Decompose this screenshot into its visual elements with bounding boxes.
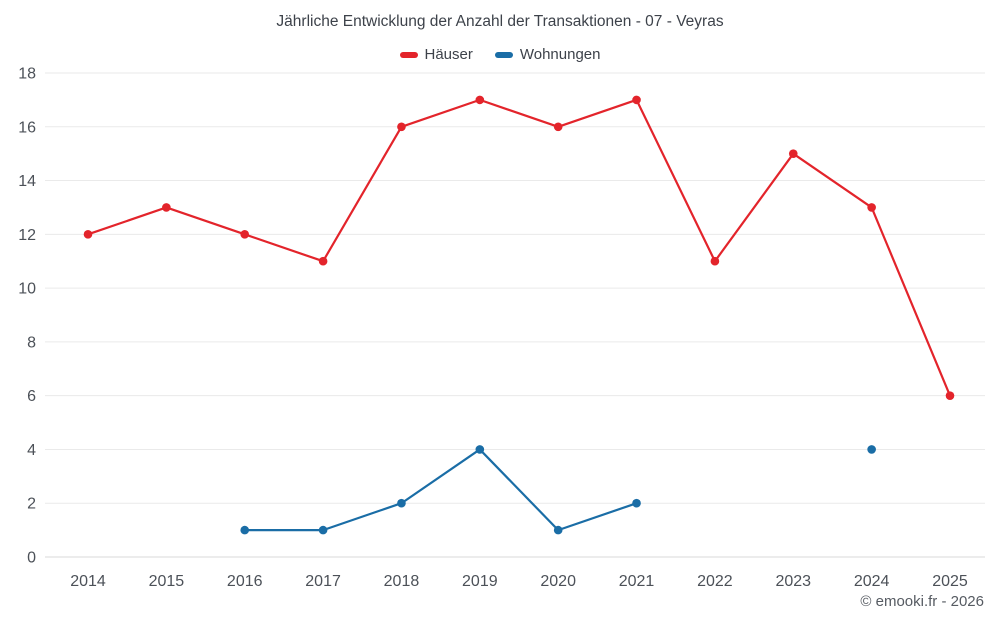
x-tick-label: 2017	[305, 573, 341, 590]
x-tick-label: 2021	[619, 573, 655, 590]
data-point-marker	[397, 498, 406, 508]
legend-swatch-icon	[494, 51, 513, 58]
legend-swatch-icon	[399, 51, 418, 58]
chart-legend: Häuser Wohnungen	[0, 46, 1000, 63]
data-point-marker	[240, 525, 250, 535]
y-tick-label: 0	[27, 550, 36, 567]
legend-label: Häuser	[424, 46, 473, 63]
legend-item-wohnungen[interactable]: Wohnungen	[494, 46, 601, 63]
data-point-marker	[475, 445, 485, 454]
x-tick-label: 2024	[854, 573, 890, 590]
data-point-marker	[162, 203, 171, 212]
y-tick-label: 18	[18, 66, 36, 83]
x-tick-label: 2025	[932, 573, 968, 590]
series-line-1	[243, 448, 638, 532]
y-tick-label: 14	[18, 173, 36, 190]
data-point-marker	[632, 498, 641, 508]
x-tick-label: 2023	[775, 573, 811, 590]
series-line-0	[86, 98, 952, 397]
data-point-marker	[553, 525, 563, 535]
y-tick-label: 16	[18, 119, 36, 136]
legend-item-hauser[interactable]: Häuser	[399, 46, 473, 63]
y-tick-label: 8	[27, 334, 36, 351]
data-point-marker	[240, 230, 250, 239]
legend-label: Wohnungen	[519, 46, 601, 63]
y-tick-label: 10	[18, 281, 36, 298]
x-tick-label: 2016	[227, 573, 263, 590]
data-point-marker	[867, 445, 876, 454]
y-tick-label: 2	[27, 496, 36, 513]
data-point-marker	[788, 149, 798, 158]
x-tick-label: 2015	[149, 573, 185, 590]
data-point-marker	[83, 230, 93, 239]
data-point-marker	[945, 391, 955, 400]
x-tick-label: 2018	[384, 573, 420, 590]
copyright: © emooki.fr - 2026	[860, 593, 984, 610]
data-point-marker	[475, 95, 485, 105]
data-point-marker	[553, 122, 563, 132]
y-tick-label: 6	[27, 388, 36, 405]
data-point-marker	[710, 256, 720, 266]
data-point-marker	[867, 203, 876, 212]
y-tick-label: 4	[27, 442, 36, 459]
chart-title: Jährliche Entwicklung der Anzahl der Tra…	[276, 13, 724, 30]
data-point-marker	[632, 95, 641, 105]
data-point-marker	[318, 525, 328, 535]
x-tick-label: 2020	[540, 573, 576, 590]
x-tick-label: 2019	[462, 573, 498, 590]
y-tick-label: 12	[18, 227, 36, 244]
data-point-marker	[397, 122, 406, 132]
x-tick-label: 2014	[70, 573, 106, 590]
x-tick-label: 2022	[697, 573, 733, 590]
data-point-marker	[318, 256, 328, 266]
